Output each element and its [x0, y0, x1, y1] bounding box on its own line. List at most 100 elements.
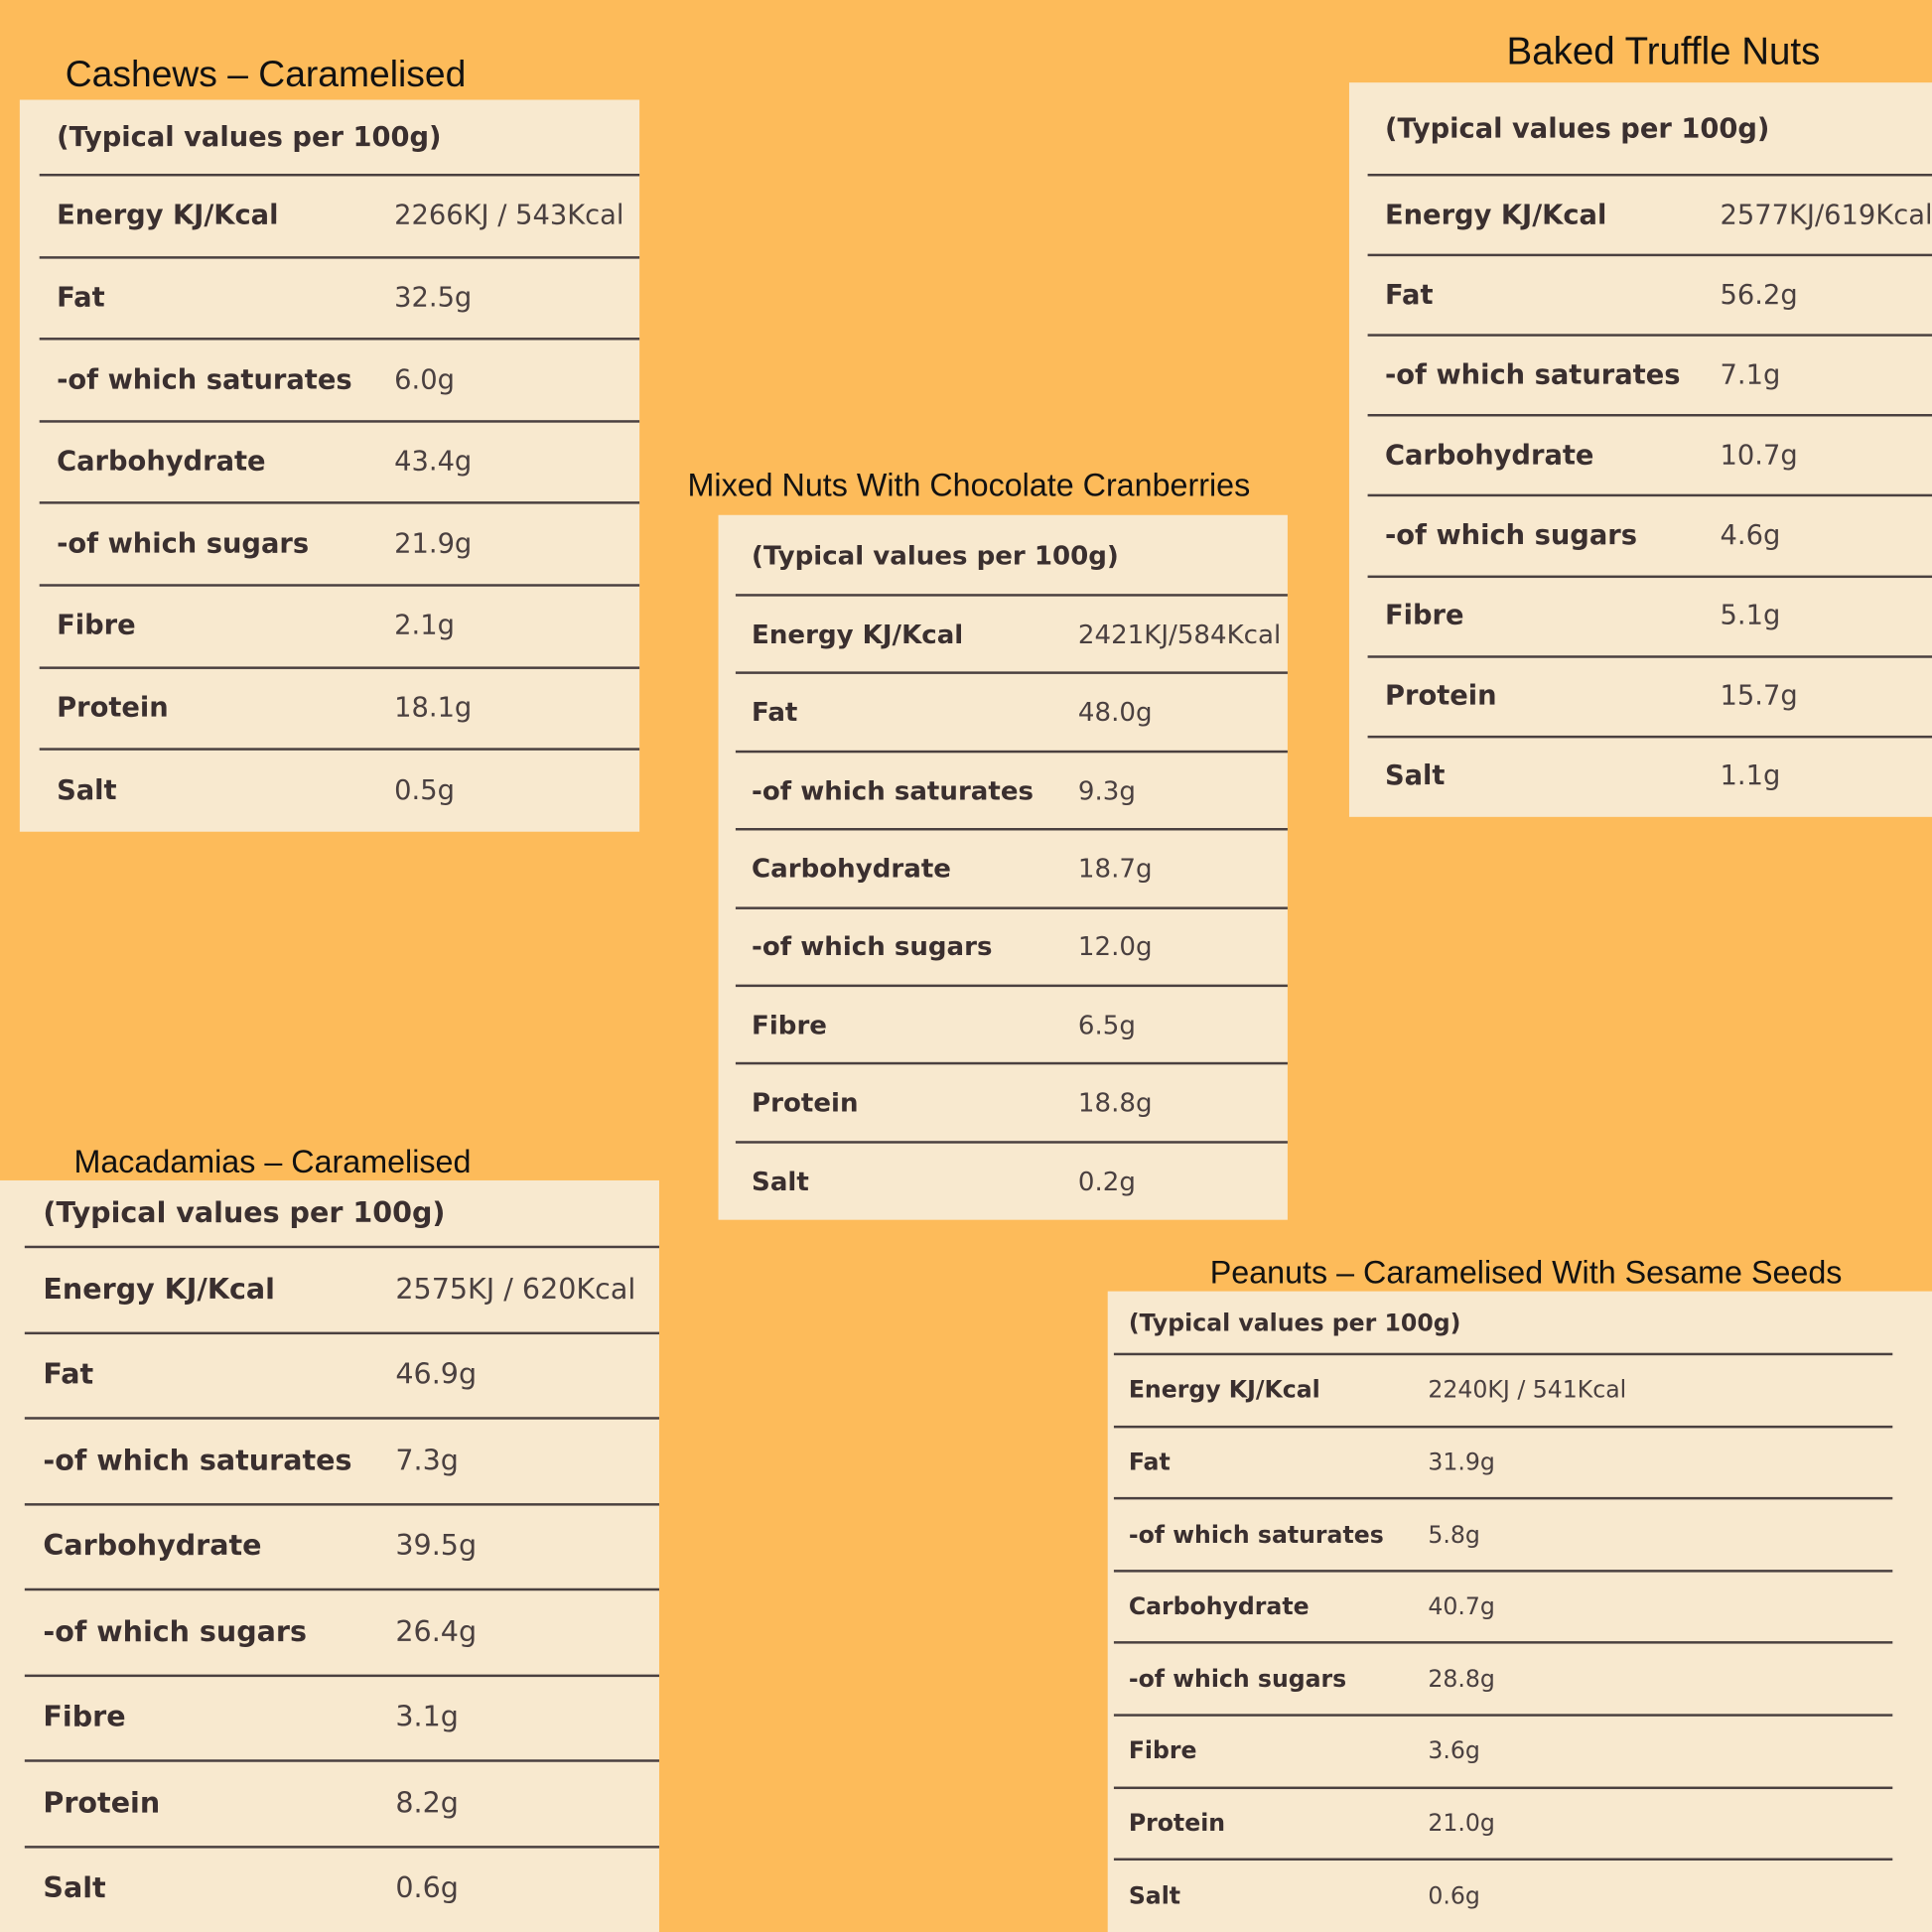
- row-separator: [24, 1502, 659, 1505]
- nutrient-label: Fat: [43, 1359, 94, 1392]
- nutrient-value: 18.1g: [394, 692, 473, 724]
- nutrient-label: -of which sugars: [57, 528, 310, 560]
- nutrient-label: Carbohydrate: [57, 447, 266, 479]
- table-header: (Typical values per 100g): [57, 121, 442, 153]
- row-separator: [735, 1062, 1288, 1065]
- row-separator: [1113, 1569, 1893, 1573]
- nutrient-value: 40.7g: [1428, 1592, 1495, 1621]
- nutrient-value: 0.6g: [1428, 1881, 1480, 1910]
- row-separator: [24, 1417, 659, 1420]
- nutrient-value: 2575KJ / 620Kcal: [395, 1273, 636, 1307]
- row-separator: [1113, 1497, 1893, 1500]
- nutrition-table: (Typical values per 100g) Energy KJ/Kcal 2…: [0, 1179, 659, 1932]
- nutrient-label: -of which saturates: [1384, 359, 1681, 391]
- nutrient-value: 12.0g: [1077, 931, 1153, 962]
- nutrient-value: 5.8g: [1428, 1521, 1480, 1549]
- nutrient-label: Salt: [57, 774, 117, 806]
- nutrient-label: -of which saturates: [43, 1445, 352, 1477]
- nutrition-table: (Typical values per 100g) Energy KJ/Kcal 2…: [1348, 82, 1932, 817]
- nutrient-value: 0.5g: [394, 774, 455, 806]
- nutrient-label: Energy KJ/Kcal: [43, 1273, 275, 1307]
- nutrient-value: 43.4g: [394, 447, 473, 479]
- row-separator: [1367, 334, 1932, 338]
- row-separator: [1367, 494, 1932, 497]
- table-header: (Typical values per 100g): [43, 1197, 446, 1230]
- nutrient-label: -of which sugars: [43, 1615, 307, 1649]
- nutrient-value: 6.0g: [394, 364, 455, 396]
- row-separator: [735, 905, 1288, 909]
- panel-title: Mixed Nuts With Chocolate Cranberries: [687, 466, 1251, 503]
- nutrient-label: Salt: [1128, 1881, 1181, 1910]
- nutrient-label: -of which sugars: [752, 931, 993, 962]
- nutrient-label: Carbohydrate: [752, 853, 951, 884]
- row-separator: [39, 173, 640, 177]
- nutrient-label: -of which saturates: [1128, 1521, 1384, 1549]
- nutrient-value: 21.9g: [394, 528, 473, 560]
- row-separator: [1113, 1714, 1893, 1717]
- table-header: (Typical values per 100g): [1384, 113, 1770, 145]
- row-separator: [735, 828, 1288, 831]
- row-separator: [24, 1245, 659, 1249]
- panel-title: Macadamias – Caramelised: [73, 1143, 472, 1180]
- nutrient-label: Fat: [57, 282, 105, 314]
- nutrient-value: 28.8g: [1428, 1665, 1495, 1693]
- row-separator: [1113, 1786, 1893, 1789]
- nutrient-value: 9.3g: [1077, 775, 1136, 806]
- row-separator: [735, 671, 1288, 675]
- nutrient-label: Fat: [1384, 279, 1434, 311]
- nutrient-value: 3.1g: [395, 1702, 459, 1734]
- row-separator: [735, 594, 1288, 597]
- nutrient-label: Fibre: [43, 1702, 126, 1734]
- nutrient-label: -of which sugars: [1384, 520, 1637, 552]
- nutrient-value: 4.6g: [1720, 520, 1781, 552]
- row-separator: [39, 584, 640, 587]
- nutrient-label: Protein: [43, 1787, 161, 1820]
- nutrient-value: 31.9g: [1428, 1449, 1495, 1476]
- row-separator: [39, 338, 640, 341]
- nutrient-label: Salt: [752, 1166, 809, 1196]
- nutrient-value: 2266KJ / 543Kcal: [394, 201, 624, 232]
- nutrition-table: (Typical values per 100g) Energy KJ/Kcal 2…: [19, 99, 640, 832]
- nutrient-label: Fibre: [1128, 1737, 1197, 1765]
- row-separator: [1367, 654, 1932, 658]
- nutrient-label: Salt: [43, 1872, 106, 1906]
- nutrient-value: 7.1g: [1720, 359, 1781, 391]
- row-separator: [24, 1330, 659, 1334]
- nutrient-label: Energy KJ/Kcal: [57, 201, 279, 232]
- nutrient-value: 2577KJ/619Kcal: [1720, 200, 1932, 231]
- row-separator: [1113, 1352, 1893, 1356]
- row-separator: [39, 748, 640, 752]
- row-separator: [39, 501, 640, 505]
- nutrient-value: 3.6g: [1428, 1737, 1480, 1765]
- nutrient-label: Energy KJ/Kcal: [1128, 1376, 1320, 1404]
- nutrient-value: 2421KJ/584Kcal: [1077, 619, 1282, 649]
- nutrient-label: Protein: [1128, 1809, 1226, 1838]
- nutrient-value: 15.7g: [1720, 680, 1798, 712]
- row-separator: [735, 750, 1288, 754]
- table-header: (Typical values per 100g): [1128, 1309, 1461, 1336]
- row-separator: [735, 984, 1288, 988]
- nutrition-table: (Typical values per 100g) Energy KJ/Kcal 2…: [1107, 1291, 1932, 1932]
- nutrient-value: 21.0g: [1428, 1809, 1495, 1838]
- nutrient-value: 46.9g: [395, 1359, 478, 1392]
- nutrient-value: 2.1g: [394, 611, 455, 642]
- row-separator: [24, 1845, 659, 1848]
- row-separator: [39, 665, 640, 669]
- nutrient-value: 32.5g: [394, 282, 473, 314]
- nutrient-label: Fibre: [752, 1010, 827, 1040]
- nutrient-label: Fibre: [57, 611, 136, 642]
- nutrient-label: Carbohydrate: [1384, 440, 1594, 472]
- row-separator: [735, 1140, 1288, 1144]
- nutrition-table: (Typical values per 100g) Energy KJ/Kcal 2…: [718, 514, 1288, 1220]
- nutrient-value: 56.2g: [1720, 279, 1798, 311]
- row-separator: [1113, 1425, 1893, 1428]
- nutrient-label: -of which sugars: [1128, 1665, 1347, 1693]
- nutrient-value: 26.4g: [395, 1615, 478, 1649]
- nutrient-label: Energy KJ/Kcal: [1384, 200, 1607, 231]
- nutrient-value: 7.3g: [395, 1445, 459, 1477]
- row-separator: [1367, 574, 1932, 578]
- row-separator: [39, 419, 640, 423]
- row-separator: [24, 1587, 659, 1591]
